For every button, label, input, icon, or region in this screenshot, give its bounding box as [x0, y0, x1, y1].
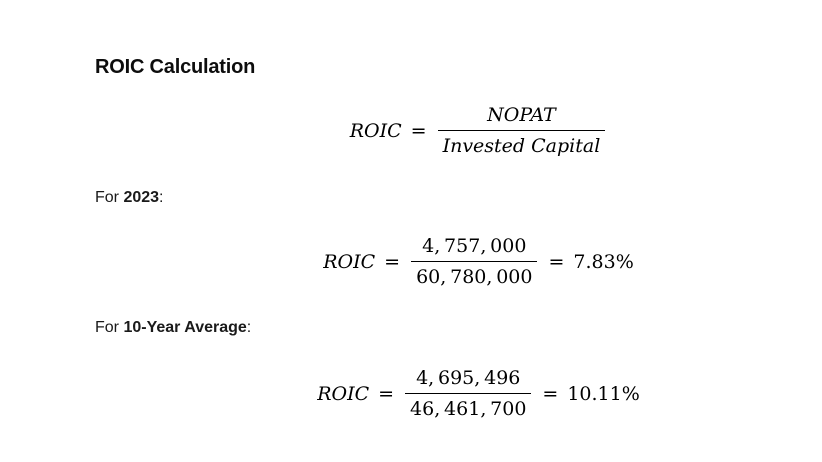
fraction-denominator: 46, 461, 700 [405, 393, 532, 421]
fraction: 4, 757, 000 60, 780, 000 [411, 234, 538, 289]
formula-lhs: ROIC [349, 119, 402, 142]
formula-row: ROIC = NOPAT Invested Capital [350, 103, 608, 158]
equals-sign: = [384, 250, 401, 273]
label-suffix: : [246, 319, 252, 336]
label-suffix: : [159, 189, 164, 206]
formula-result: 7.83% [573, 250, 634, 273]
equals-sign: = [410, 119, 427, 142]
label-term: 2023 [123, 189, 160, 206]
fraction-numerator: NOPAT [487, 104, 556, 126]
formula-result: 10.11% [567, 382, 640, 405]
page-title: ROIC Calculation [95, 56, 256, 78]
fraction-denominator: Invested Capital [437, 130, 606, 158]
section-label-2023: For 2023: [0, 187, 822, 209]
fraction-numerator: 4, 695, 496 [416, 367, 521, 389]
formula-lhs: ROIC [323, 250, 376, 273]
label-prefix: For [95, 319, 124, 336]
roic-10-year-average-formula: ROIC = 4, 695, 496 46, 461, 700 = 10.11% [135, 366, 822, 421]
label-prefix: For [95, 189, 124, 206]
fraction-numerator: 4, 757, 000 [422, 235, 527, 257]
section-label-10-year-average: For 10-Year Average: [0, 317, 822, 339]
fraction: 4, 695, 496 46, 461, 700 [405, 366, 532, 421]
fraction-denominator: 60, 780, 000 [411, 261, 538, 289]
roic-2023-formula: ROIC = 4, 757, 000 60, 780, 000 = 7.83% [135, 234, 822, 289]
equals-sign: = [548, 250, 565, 273]
equals-sign: = [378, 382, 395, 405]
formula-lhs: ROIC [317, 382, 370, 405]
label-term: 10-Year Average [123, 319, 247, 336]
fraction: NOPAT Invested Capital [437, 103, 606, 158]
formula-row: ROIC = 4, 757, 000 60, 780, 000 = 7.83% [323, 234, 634, 289]
roic-general-formula: ROIC = NOPAT Invested Capital [135, 103, 822, 158]
equals-sign: = [542, 382, 559, 405]
formula-row: ROIC = 4, 695, 496 46, 461, 700 = 10.11% [317, 366, 640, 421]
